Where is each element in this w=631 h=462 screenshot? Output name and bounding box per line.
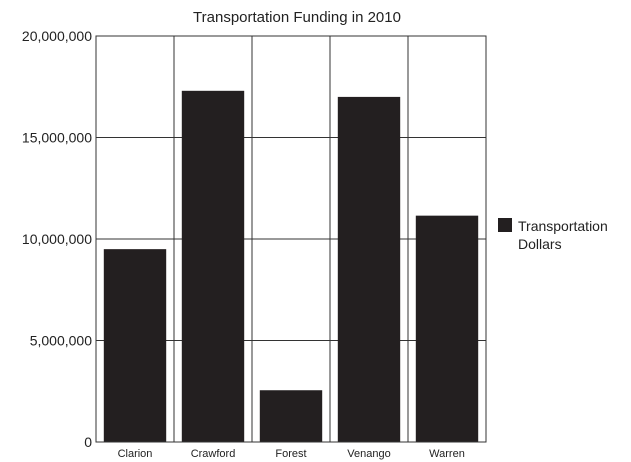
y-tick-label: 20,000,000 bbox=[22, 28, 92, 44]
x-tick-label-warren: Warren bbox=[429, 448, 465, 460]
x-tick-label-venango: Venango bbox=[347, 448, 390, 460]
chart-title: Transportation Funding in 2010 bbox=[193, 9, 401, 26]
x-tick-label-crawford: Crawford bbox=[191, 448, 236, 460]
bar-clarion bbox=[103, 249, 167, 442]
y-tick-label: 15,000,000 bbox=[22, 130, 92, 146]
bars bbox=[103, 90, 479, 443]
legend: Transportation Dollars bbox=[498, 218, 608, 252]
y-tick-label: 10,000,000 bbox=[22, 231, 92, 247]
bar-venango bbox=[337, 96, 401, 443]
legend-swatch bbox=[498, 218, 512, 232]
y-tick-label: 5,000,000 bbox=[30, 333, 92, 349]
bar-forest bbox=[259, 390, 323, 442]
x-tick-label-clarion: Clarion bbox=[118, 448, 153, 460]
plot-area-frame bbox=[95, 35, 487, 443]
bar-crawford bbox=[181, 90, 245, 442]
y-axis-tick-labels: 0 5,000,000 10,000,000 15,000,000 20,000,000 bbox=[22, 28, 92, 450]
y-tick-label: 0 bbox=[84, 434, 92, 450]
x-axis-category-labels: Clarion Crawford Forest Venango Warren bbox=[118, 448, 465, 460]
legend-label-line2: Dollars bbox=[518, 236, 562, 252]
bar-warren bbox=[415, 215, 479, 442]
legend-label-line1: Transportation bbox=[518, 218, 608, 234]
x-tick-label-forest: Forest bbox=[275, 448, 306, 460]
